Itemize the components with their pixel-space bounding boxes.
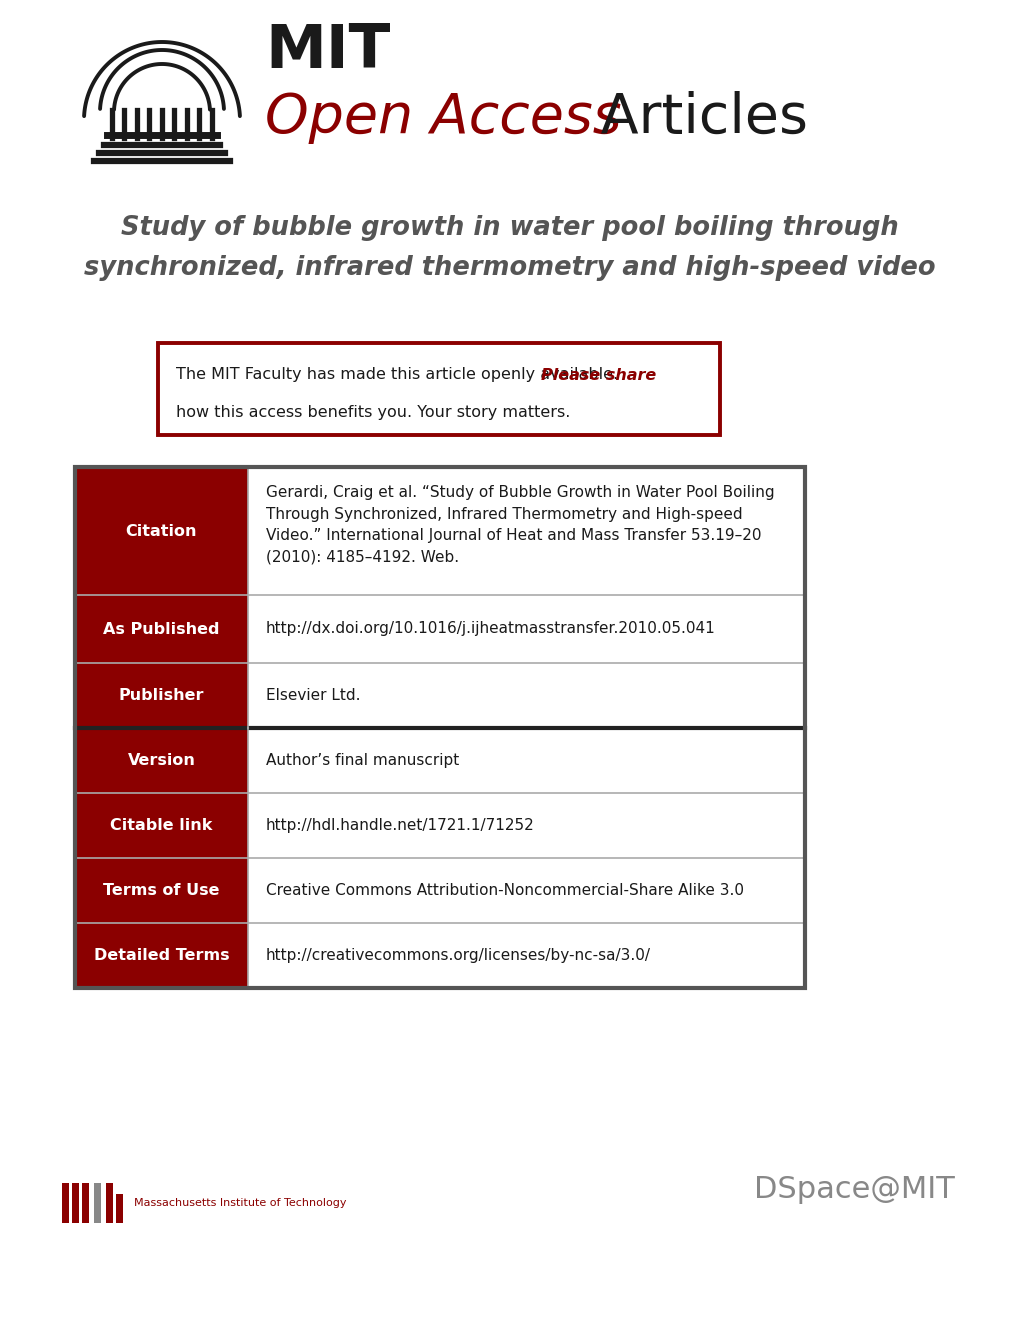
Bar <box>75 595 248 663</box>
Bar <box>75 729 248 793</box>
Bar <box>106 1183 113 1224</box>
Bar <box>116 1201 123 1224</box>
Text: Study of bubble growth in water pool boiling through: Study of bubble growth in water pool boi… <box>121 215 898 242</box>
Text: Citable link: Citable link <box>110 818 213 833</box>
Bar <box>75 923 248 987</box>
Text: how this access benefits you. Your story matters.: how this access benefits you. Your story… <box>176 404 570 420</box>
Text: Version: Version <box>127 752 196 768</box>
Text: synchronized, infrared thermometry and high-speed video: synchronized, infrared thermometry and h… <box>85 255 934 281</box>
Bar <box>116 1195 123 1201</box>
Text: Massachusetts Institute of Technology: Massachusetts Institute of Technology <box>133 1199 346 1208</box>
Bar <box>94 1183 101 1224</box>
Text: Citation: Citation <box>125 524 197 539</box>
Bar <box>82 1183 89 1224</box>
Text: http://hdl.handle.net/1721.1/71252: http://hdl.handle.net/1721.1/71252 <box>266 818 534 833</box>
Bar <box>72 1183 78 1224</box>
Text: As Published: As Published <box>103 622 219 636</box>
Text: The MIT Faculty has made this article openly available.: The MIT Faculty has made this article op… <box>176 367 623 383</box>
Bar <box>158 343 719 436</box>
Bar <box>75 663 248 729</box>
Bar <box>75 793 248 858</box>
Bar <box>75 467 804 987</box>
Text: Publisher: Publisher <box>118 688 204 704</box>
Text: Detailed Terms: Detailed Terms <box>94 948 229 964</box>
Bar <box>62 1183 69 1224</box>
Text: DSpace@MIT: DSpace@MIT <box>753 1176 954 1204</box>
Text: Open Access: Open Access <box>265 91 621 144</box>
Text: MIT: MIT <box>265 22 390 82</box>
Text: http://creativecommons.org/licenses/by-nc-sa/3.0/: http://creativecommons.org/licenses/by-n… <box>266 948 650 964</box>
Text: Please share: Please share <box>541 367 656 383</box>
Text: Articles: Articles <box>583 91 807 145</box>
Text: http://dx.doi.org/10.1016/j.ijheatmasstransfer.2010.05.041: http://dx.doi.org/10.1016/j.ijheatmasstr… <box>266 622 715 636</box>
Bar <box>75 858 248 923</box>
Text: Elsevier Ltd.: Elsevier Ltd. <box>266 688 360 704</box>
Text: Terms of Use: Terms of Use <box>103 883 219 898</box>
Text: Author’s final manuscript: Author’s final manuscript <box>266 752 459 768</box>
Bar <box>75 467 248 595</box>
Text: Gerardi, Craig et al. “Study of Bubble Growth in Water Pool Boiling
Through Sync: Gerardi, Craig et al. “Study of Bubble G… <box>266 484 773 565</box>
Text: Creative Commons Attribution-Noncommercial-Share Alike 3.0: Creative Commons Attribution-Noncommerci… <box>266 883 743 898</box>
Bar <box>75 467 804 987</box>
